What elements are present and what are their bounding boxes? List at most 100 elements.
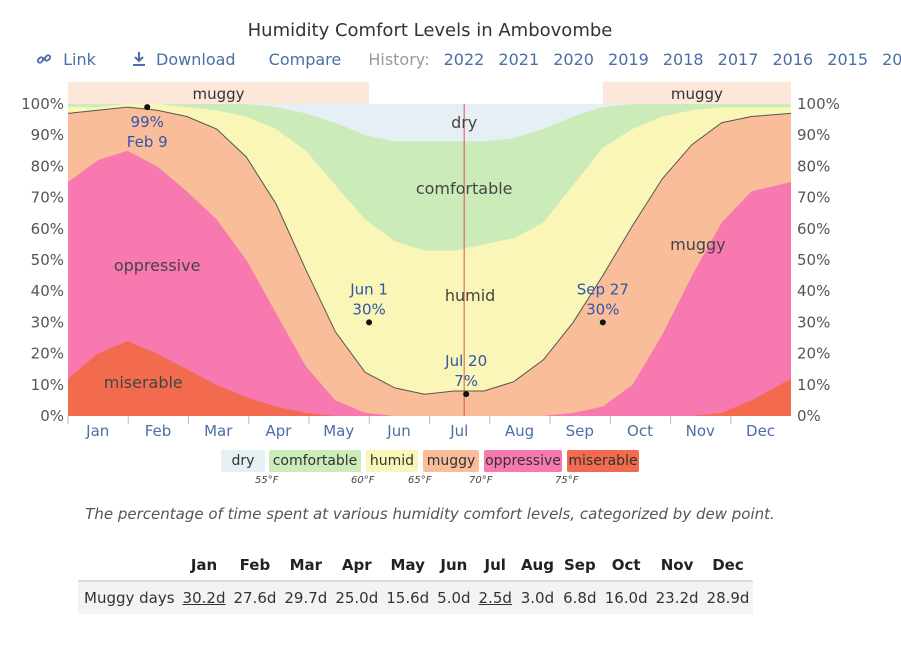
area-label-comfortable: comfortable — [416, 179, 513, 198]
y-tick-label-right: 100% — [797, 95, 840, 113]
threshold-70: 70°F — [469, 475, 493, 486]
x-tick-label: Jul — [449, 422, 468, 440]
threshold-65: 65°F — [408, 475, 432, 486]
threshold-75: 75°F — [555, 475, 579, 486]
compare-button[interactable]: Compare — [268, 50, 342, 69]
legend-miserable: miserable — [567, 450, 639, 472]
link-label: Link — [63, 50, 96, 69]
table-cell: 28.9d — [702, 580, 754, 614]
legend-dry: dry — [221, 450, 265, 472]
table-cell: 6.8d — [558, 580, 601, 614]
area-label-muggy: muggy — [670, 235, 726, 254]
table-header: Mar — [289, 556, 323, 574]
download-label: Download — [156, 50, 236, 69]
legend-oppressive: oppressive — [484, 450, 562, 472]
table-cell: 27.6d — [229, 580, 281, 614]
annotation-date: Jun 1 — [349, 280, 388, 298]
cell-value: 30.2d — [182, 589, 226, 607]
table-cell: 23.2d — [651, 580, 703, 614]
table-cell: 15.6d — [382, 580, 434, 614]
history-year-2020[interactable]: 2020 — [553, 50, 594, 69]
table-header: May — [390, 556, 425, 574]
history-year-2017[interactable]: 2017 — [717, 50, 759, 69]
y-tick-label-left: 60% — [31, 220, 64, 238]
y-tick-label-left: 40% — [31, 282, 64, 300]
x-tick-label: Sep — [566, 422, 594, 440]
table-header: Jun — [440, 556, 468, 574]
table-header: Apr — [341, 556, 372, 574]
legend-comfortable: comfortable — [269, 450, 361, 472]
y-tick-label-left: 90% — [31, 126, 64, 144]
table-header: Jul — [484, 556, 506, 574]
y-tick-label-left: 30% — [31, 313, 64, 331]
table-cell[interactable]: 2.5d — [474, 580, 516, 614]
y-tick-label-right: 50% — [797, 251, 830, 269]
history-year-2018[interactable]: 2018 — [662, 50, 704, 69]
download-icon — [132, 52, 145, 66]
x-tick-label: Nov — [686, 422, 715, 440]
x-tick-label: Apr — [266, 422, 293, 440]
annotation-date: Feb 9 — [127, 133, 168, 151]
table-row: Muggy days 30.2d 27.6d 29.7d 25.0d 15.6d… — [78, 580, 754, 614]
history-year-2021[interactable]: 2021 — [498, 50, 540, 69]
download-button[interactable]: Download — [131, 50, 236, 69]
history-year-2022[interactable]: 2022 — [443, 50, 485, 69]
annotation-point — [463, 391, 470, 398]
y-tick-label-left: 50% — [31, 251, 64, 269]
y-tick-label-right: 80% — [797, 157, 830, 175]
y-tick-label-right: 10% — [797, 376, 830, 394]
y-tick-label-left: 10% — [31, 376, 64, 394]
x-tick-label: Feb — [145, 422, 172, 440]
table-cell: 29.7d — [280, 580, 332, 614]
y-tick-label-left: 20% — [31, 345, 64, 363]
area-label-dry: dry — [451, 113, 477, 132]
history-year-2014[interactable]: 2014 — [882, 50, 901, 69]
link-button[interactable]: Link — [36, 50, 96, 69]
table-header-blank — [78, 550, 179, 581]
annotation-point — [144, 104, 151, 111]
history-label: History: — [368, 50, 430, 69]
area-label-oppressive: oppressive — [114, 256, 201, 275]
y-tick-label-left: 70% — [31, 189, 64, 207]
area-oppressive — [68, 150, 791, 417]
humidity-chart: muggy muggy 0% 0% 10% 10% 20% 20% 30% 30% 40% 40% 50… — [21, 82, 840, 440]
legend: dry comfortable humid muggy oppressive m… — [0, 450, 901, 494]
x-tick-label: Dec — [746, 422, 775, 440]
area-label-humid: humid — [445, 286, 495, 305]
table-cell: 25.0d — [331, 580, 383, 614]
table-cell: 16.0d — [600, 580, 652, 614]
x-tick-label: Aug — [505, 422, 534, 440]
y-tick-label-right: 90% — [797, 126, 830, 144]
toolbar: Link Download Compare History: 2022 2021… — [36, 50, 901, 69]
table-header: Sep — [563, 556, 596, 574]
y-tick-label-right: 60% — [797, 220, 830, 238]
annotation-point — [366, 319, 373, 326]
annotation-value: 99% — [131, 113, 164, 131]
y-tick-label-right: 0% — [797, 407, 821, 425]
threshold-55: 55°F — [255, 475, 279, 486]
area-label-miserable: miserable — [104, 373, 183, 392]
chart-title: Humidity Comfort Levels in Ambovombe — [247, 20, 613, 41]
y-tick-label-right: 20% — [797, 345, 830, 363]
table-cell[interactable]: 30.2d — [178, 580, 230, 614]
table-header: Nov — [660, 556, 694, 574]
x-tick-label: Oct — [627, 422, 653, 440]
cell-value: 2.5d — [478, 589, 512, 607]
table-header: Dec — [712, 556, 744, 574]
muggy-band-label: muggy — [671, 85, 723, 103]
link-icon — [36, 54, 52, 64]
table-header: Jan — [190, 556, 218, 574]
history-year-2015[interactable]: 2015 — [827, 50, 868, 69]
muggy-band-label: muggy — [193, 85, 245, 103]
table-header: Aug — [520, 556, 554, 574]
threshold-60: 60°F — [351, 475, 375, 486]
table-header: Feb — [239, 556, 271, 574]
history-year-2019[interactable]: 2019 — [608, 50, 649, 69]
row-label: Muggy days — [78, 580, 179, 614]
history-year-2016[interactable]: 2016 — [772, 50, 814, 69]
legend-muggy: muggy — [423, 450, 479, 472]
annotation-value: 7% — [454, 372, 478, 390]
caption: The percentage of time spent at various … — [85, 505, 775, 523]
annotation-date: Sep 27 — [577, 280, 629, 298]
x-tick-label: Jun — [386, 422, 410, 440]
